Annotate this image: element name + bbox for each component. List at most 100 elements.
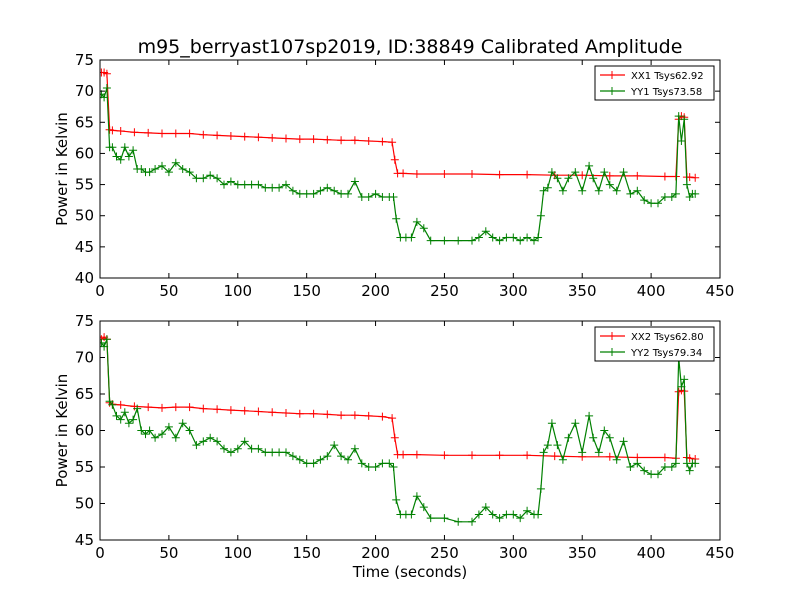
x-tick-label: 200 xyxy=(361,544,390,562)
data-point-marker xyxy=(171,433,180,442)
data-point-marker xyxy=(137,165,146,173)
legend-label: YY1 Tsys73.58 xyxy=(630,87,702,98)
data-point-marker xyxy=(213,405,222,414)
data-point-marker xyxy=(275,183,284,192)
x-tick-label: 400 xyxy=(637,544,666,562)
data-point-marker xyxy=(468,517,476,526)
data-point-marker xyxy=(626,189,635,198)
x-tick-label: 0 xyxy=(95,282,105,300)
series-line-red xyxy=(101,336,696,460)
data-point-marker xyxy=(145,168,154,177)
data-point-marker xyxy=(553,174,562,183)
data-point-marker xyxy=(378,459,387,468)
series-line-red xyxy=(101,71,696,179)
data-point-marker xyxy=(268,448,277,457)
data-point-marker xyxy=(164,422,173,431)
data-point-marker xyxy=(220,444,228,453)
data-point-marker xyxy=(158,129,166,138)
data-point-marker xyxy=(213,174,222,183)
data-point-marker xyxy=(547,168,556,177)
data-point-marker xyxy=(468,170,476,178)
data-point-marker xyxy=(145,426,154,435)
data-point-marker xyxy=(660,463,669,471)
y-tick-label: 75 xyxy=(75,312,94,330)
data-point-marker xyxy=(350,136,359,145)
data-point-marker xyxy=(226,132,235,140)
data-point-marker xyxy=(585,161,594,170)
data-point-marker xyxy=(600,168,609,177)
y-tick-label: 45 xyxy=(75,238,94,256)
data-point-marker xyxy=(553,441,562,450)
data-point-marker xyxy=(192,174,201,183)
data-point-marker xyxy=(667,193,676,201)
data-point-marker xyxy=(440,451,449,460)
data-point-marker xyxy=(254,180,263,189)
data-point-marker xyxy=(199,404,208,413)
y-tick-label: 50 xyxy=(75,495,94,513)
data-point-marker xyxy=(605,171,614,180)
legend-marker xyxy=(608,87,616,95)
data-point-marker xyxy=(550,452,559,461)
data-point-marker xyxy=(323,452,332,461)
data-point-marker xyxy=(619,168,628,177)
y-tick-label: 55 xyxy=(75,176,94,194)
data-point-marker xyxy=(192,441,201,450)
data-point-marker xyxy=(164,168,173,177)
data-point-marker xyxy=(578,171,587,180)
data-point-marker xyxy=(677,382,686,391)
y-tick-label: 65 xyxy=(75,385,94,403)
data-point-marker xyxy=(144,403,153,412)
data-point-marker xyxy=(589,174,598,183)
data-point-marker xyxy=(158,430,166,439)
data-point-marker xyxy=(407,510,416,519)
data-point-marker xyxy=(516,236,525,245)
data-point-marker xyxy=(534,233,543,242)
data-point-marker xyxy=(468,451,476,460)
data-point-marker xyxy=(530,236,538,245)
legend-marker xyxy=(608,71,616,79)
data-point-marker xyxy=(371,189,380,198)
data-point-marker xyxy=(254,133,263,142)
data-point-marker xyxy=(337,189,346,198)
data-point-marker xyxy=(412,492,421,501)
data-point-marker xyxy=(509,233,518,242)
data-point-marker xyxy=(268,133,277,142)
data-point-marker xyxy=(605,452,614,461)
data-point-marker xyxy=(112,152,121,161)
data-point-marker xyxy=(309,189,318,198)
data-point-marker xyxy=(151,165,160,173)
data-point-marker xyxy=(185,129,194,138)
x-tick-label: 50 xyxy=(159,282,178,300)
data-point-marker xyxy=(178,419,187,428)
data-point-marker xyxy=(171,129,180,138)
data-point-marker xyxy=(364,463,373,471)
data-point-marker xyxy=(268,183,277,192)
data-point-marker xyxy=(502,233,511,242)
data-point-marker xyxy=(454,236,463,245)
data-point-marker xyxy=(633,171,642,180)
data-point-marker xyxy=(667,463,676,471)
data-point-marker xyxy=(426,514,435,523)
data-point-marker xyxy=(220,180,228,189)
data-point-marker xyxy=(660,193,669,201)
x-tick-label: 0 xyxy=(95,544,105,562)
data-point-marker xyxy=(112,411,121,420)
data-point-marker xyxy=(120,143,129,152)
data-point-marker xyxy=(295,455,304,464)
data-point-marker xyxy=(654,199,662,208)
x-axis-label: Time (seconds) xyxy=(352,563,468,581)
data-point-marker xyxy=(185,403,194,412)
data-point-marker xyxy=(619,437,628,446)
data-point-marker xyxy=(660,453,669,462)
data-point-marker xyxy=(240,406,249,415)
data-point-marker xyxy=(412,170,421,178)
data-point-marker xyxy=(633,459,642,468)
data-point-marker xyxy=(295,135,304,144)
data-point-marker xyxy=(116,400,125,409)
data-point-marker xyxy=(454,517,463,526)
legend: XX2 Tsys62.80 YY2 Tsys79.34 xyxy=(594,326,715,362)
data-point-marker xyxy=(612,186,621,195)
data-point-marker xyxy=(100,342,109,351)
data-point-marker xyxy=(388,138,397,147)
